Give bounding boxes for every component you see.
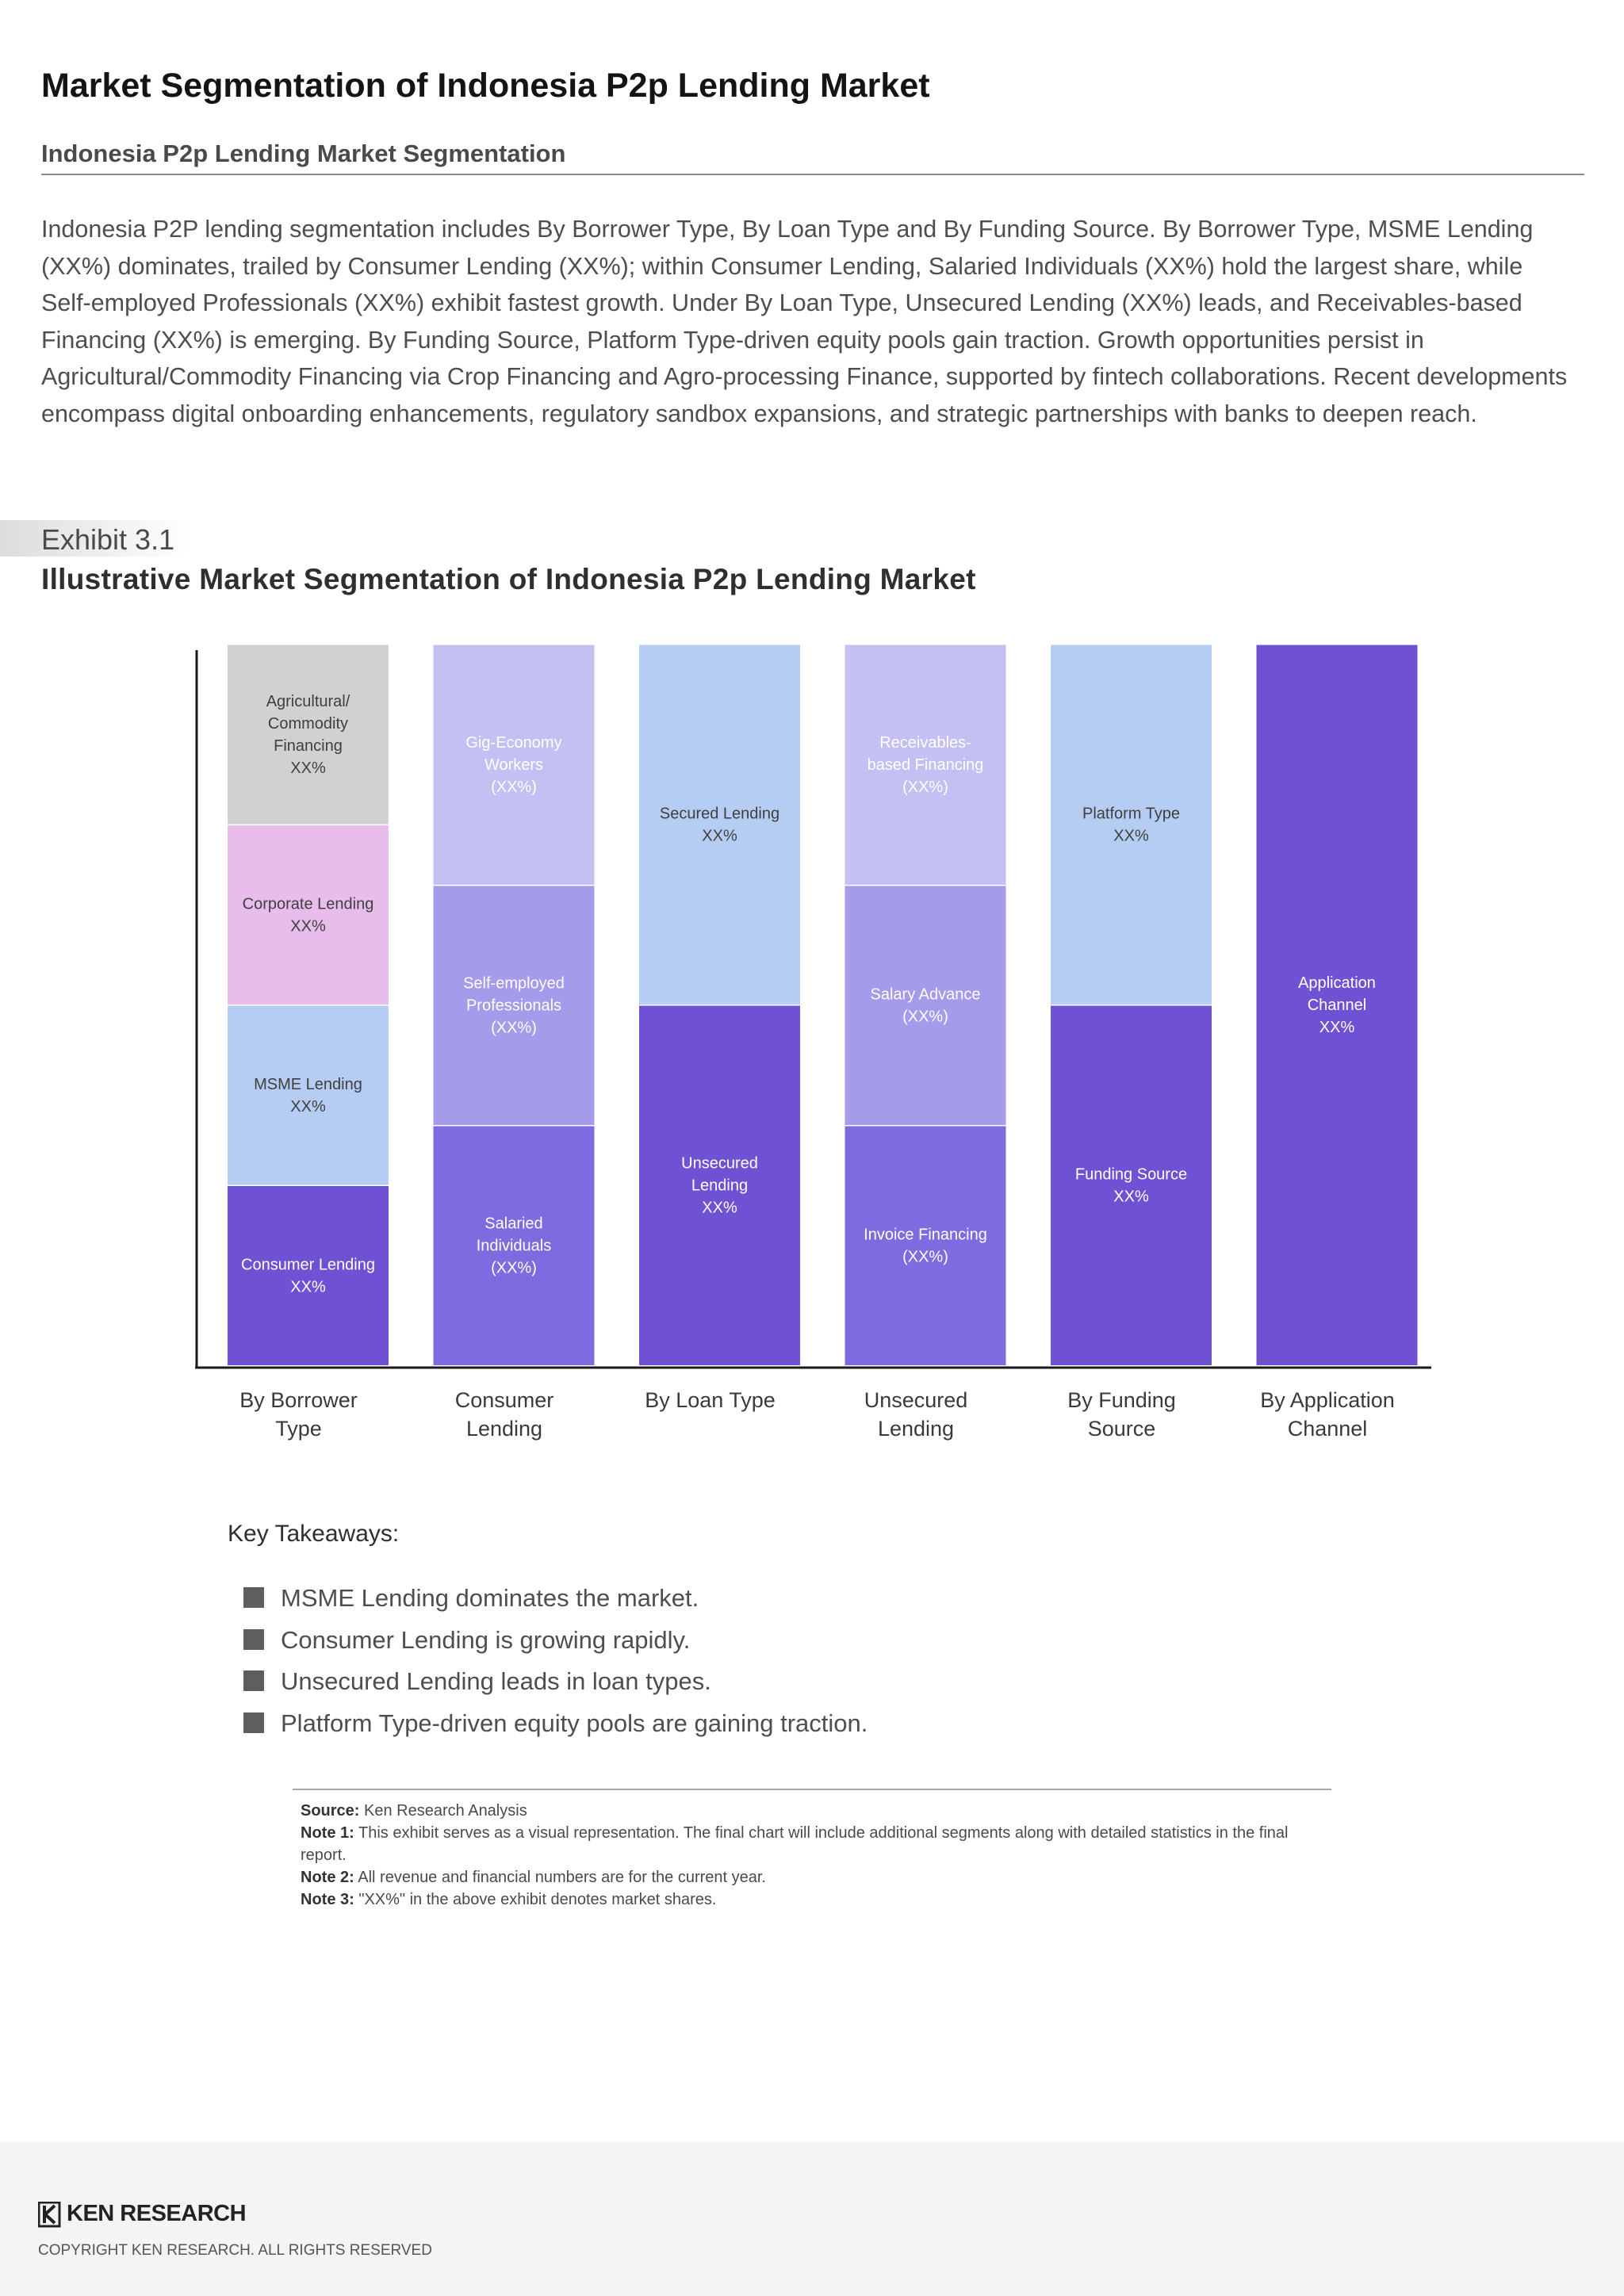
square-bullet-icon: [243, 1628, 264, 1650]
segment-label: Funding Source XX%: [1075, 1166, 1187, 1206]
segment-label: Secured Lending XX%: [660, 806, 779, 845]
segment-label: Agricultural/Commodity Financing XX%: [266, 693, 350, 777]
ken-research-logo-icon: [38, 2202, 61, 2228]
note-2: Note 2: All revenue and financial number…: [301, 1869, 766, 1886]
segment-label: Platform Type XX%: [1082, 806, 1180, 845]
segment-label: Salary Advance (XX%): [871, 985, 981, 1025]
segmentation-chart: Consumer Lending XX% MSME Lending XX% Corpor…: [195, 645, 1431, 1441]
exhibit-title: Illustrative Market Segmentation of Indo…: [41, 563, 976, 595]
takeaways-list: MSME Lending dominates the market. Consu…: [243, 1578, 868, 1744]
segment-label: Invoice Financing (XX%): [864, 1226, 987, 1265]
square-bullet-icon: [243, 1712, 264, 1733]
bar-segment-msme-lending: [228, 1005, 389, 1185]
exhibit-label-band: [0, 520, 190, 557]
bar-segment-salaried: [433, 1126, 595, 1365]
chart-x-labels: By Borrower Type Consumer Lending By Loan Ty…: [239, 1388, 1395, 1441]
bar-segment-receivables: [845, 645, 1006, 885]
bar-segment-secured-lending: [639, 645, 800, 1004]
x-tick-label: Consumer Lending: [455, 1388, 554, 1441]
bar-segment-gig-economy: [433, 645, 595, 885]
bar-segment-corporate-lending: [228, 825, 389, 1004]
segment-label: Self-employed Professionals (XX%): [463, 974, 565, 1036]
takeaway-item: Consumer Lending is growing rapidly.: [243, 1620, 868, 1662]
notes-block: Source: Ken Research Analysis Note 1: Th…: [301, 1800, 1331, 1911]
bar-segment-salary-advance: [845, 886, 1006, 1125]
takeaway-item: MSME Lending dominates the market.: [243, 1578, 868, 1620]
segment-label: Unsecured Lending XX%: [681, 1155, 758, 1217]
segment-label: MSME Lending XX%: [254, 1076, 362, 1115]
exhibit-label: Exhibit 3.1: [41, 523, 175, 556]
segment-label: Consumer Lending XX%: [241, 1256, 375, 1295]
note-3: Note 3: "XX%" in the above exhibit denot…: [301, 1891, 717, 1908]
footer-copyright: COPYRIGHT KEN RESEARCH. ALL RIGHTS RESER…: [38, 2242, 432, 2259]
note-1: Note 1: This exhibit serves as a visual …: [301, 1824, 1289, 1864]
bar-segment-platform-type: [1051, 645, 1212, 1004]
page-footer: [0, 2142, 1624, 2296]
bar-segment-funding-source: [1051, 1005, 1212, 1365]
footer-brand: KEN RESEARCH: [67, 2201, 247, 2226]
bar-segment-agricultural: [228, 645, 389, 825]
subtitle-divider: [41, 174, 1584, 175]
source-line: Source: Ken Research Analysis: [301, 1802, 527, 1820]
x-tick-label: By Funding Source: [1067, 1388, 1176, 1441]
bar-segment-consumer-lending: [228, 1186, 389, 1365]
x-tick-label: Unsecured Lending: [864, 1388, 968, 1441]
segment-label: Receivables-based Financing (XX%): [868, 734, 984, 796]
report-subtitle: Indonesia P2p Lending Market Segmentatio…: [41, 140, 566, 167]
x-tick-label: By Borrower Type: [239, 1388, 358, 1441]
x-tick-label: By Application Channel: [1260, 1388, 1395, 1441]
takeaway-item: Platform Type-driven equity pools are ga…: [243, 1703, 868, 1745]
segment-label: Corporate Lending XX%: [243, 895, 374, 935]
takeaways-heading: Key Takeaways:: [228, 1521, 400, 1547]
chart-axes: [195, 650, 1431, 1369]
takeaway-text: Platform Type-driven equity pools are ga…: [281, 1709, 868, 1737]
bar-segment-invoice-financing: [845, 1126, 1006, 1365]
notes-divider: [293, 1789, 1331, 1790]
takeaway-item: Unsecured Lending leads in loan types.: [243, 1661, 868, 1703]
square-bullet-icon: [243, 1587, 264, 1608]
report-title: Market Segmentation of Indonesia P2p Len…: [41, 67, 930, 105]
bar-segment-application: [1256, 645, 1418, 1365]
takeaway-text: Unsecured Lending leads in loan types.: [281, 1667, 711, 1695]
takeaway-text: MSME Lending dominates the market.: [281, 1584, 699, 1612]
bar-segment-self-employed: [433, 886, 595, 1125]
bar-segment-unsecured: [639, 1005, 800, 1365]
segment-label: Salaried Individuals (XX%): [477, 1215, 552, 1276]
segment-label: Application Channel XX%: [1298, 974, 1376, 1036]
square-bullet-icon: [243, 1670, 264, 1691]
intro-paragraph: Indonesia P2P lending segmentation inclu…: [41, 216, 1568, 427]
x-tick-label: By Loan Type: [645, 1388, 776, 1412]
takeaway-text: Consumer Lending is growing rapidly.: [281, 1625, 691, 1654]
chart-bars: Consumer Lending XX% MSME Lending XX% Corpor…: [228, 645, 1418, 1365]
segment-label: Gig-Economy Workers (XX%): [465, 734, 561, 796]
